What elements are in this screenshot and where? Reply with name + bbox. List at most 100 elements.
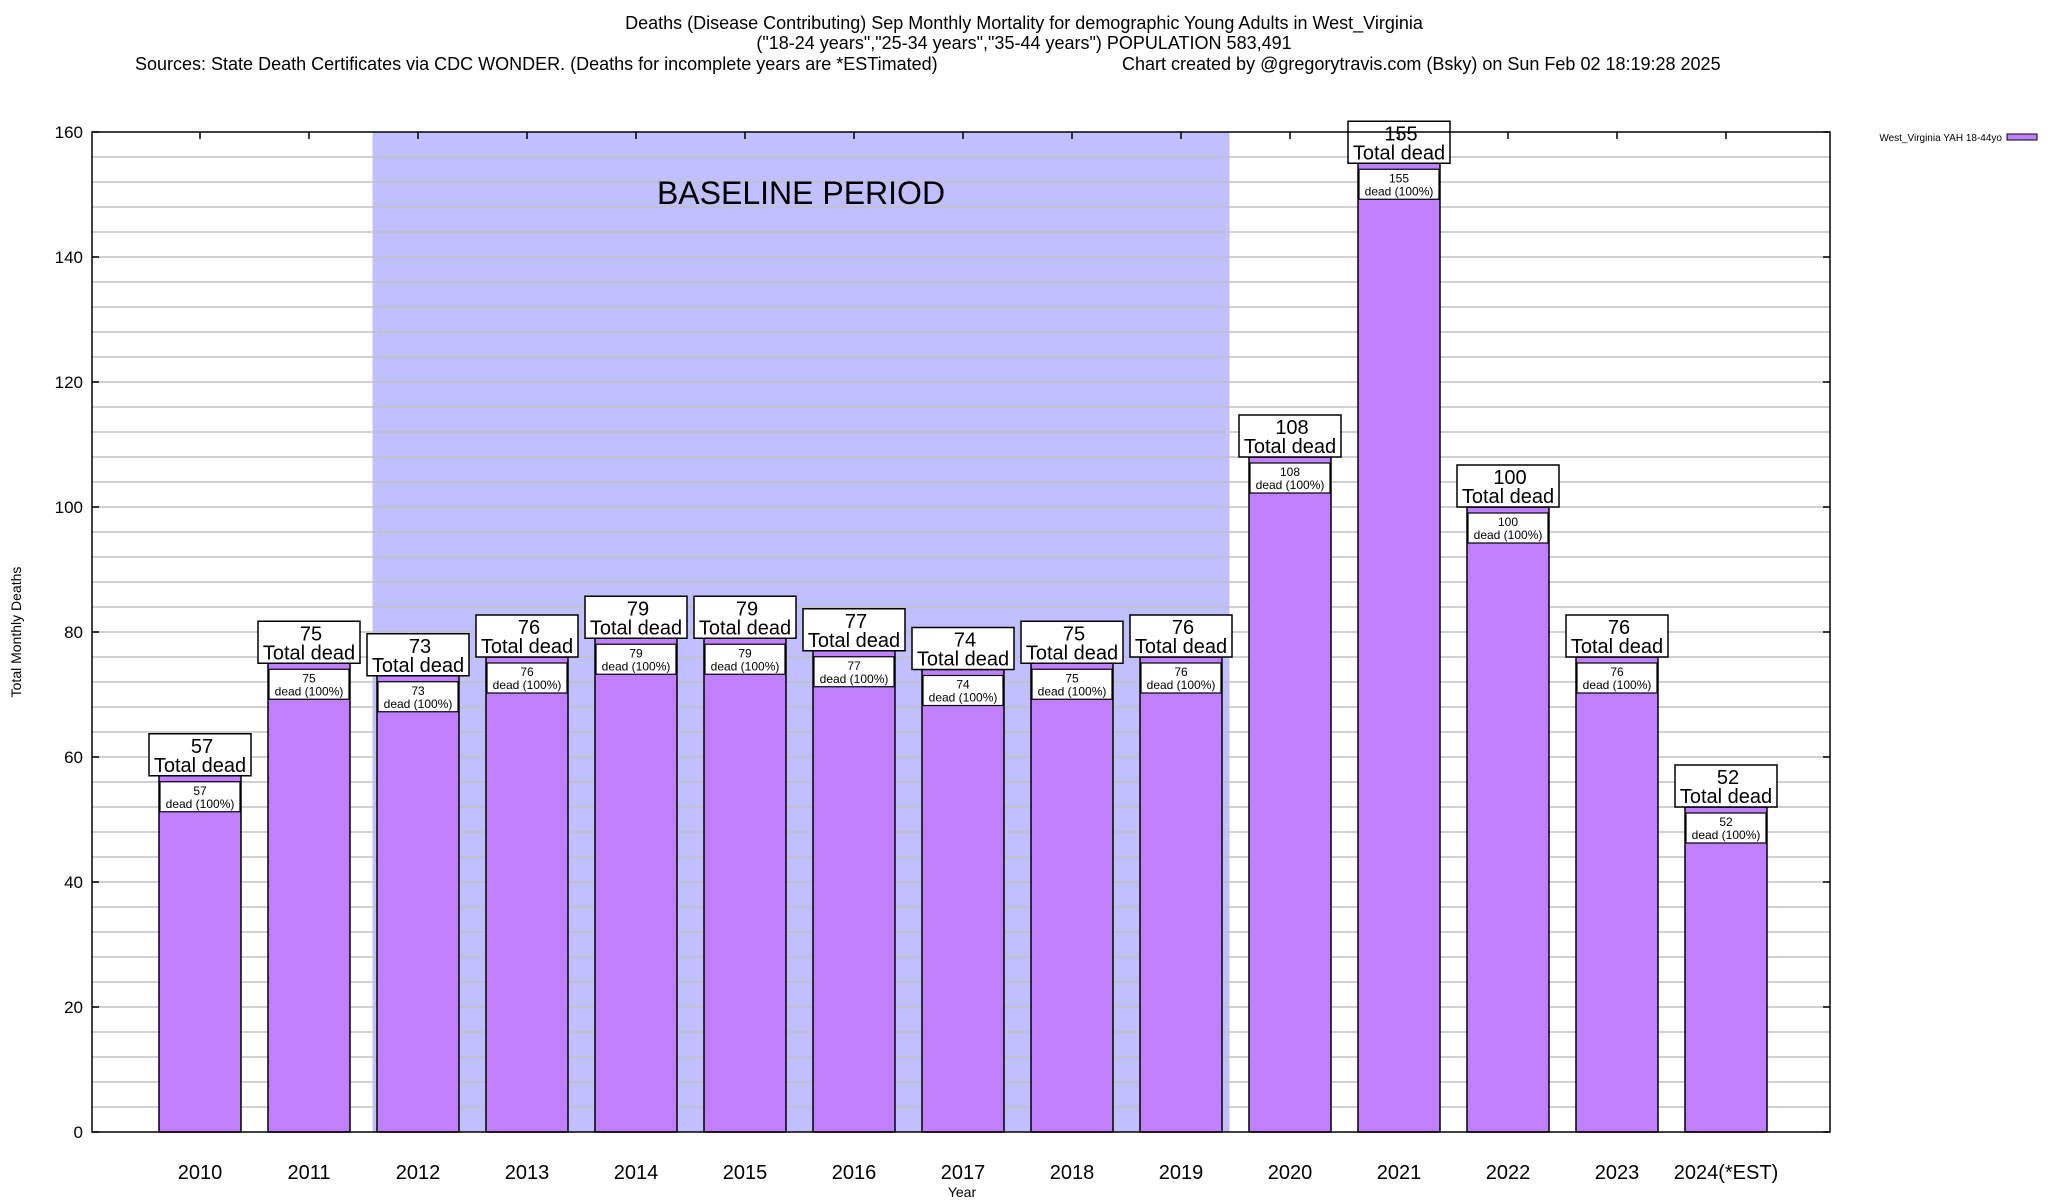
bar: [485, 656, 569, 1133]
bar-inner-label-box: [1576, 662, 1658, 694]
bar-total-value: 76: [1608, 617, 1630, 639]
bar-total-label-box: [366, 633, 470, 677]
bar-total-value: 100: [1493, 467, 1526, 489]
bar-total-label-box: [1020, 620, 1124, 664]
bar: [1684, 806, 1768, 1133]
bar: [1575, 656, 1659, 1133]
y-tick-label: 120: [55, 373, 83, 392]
bar-inner-label-box: [1685, 812, 1767, 844]
x-tick-label: 2010: [178, 1162, 223, 1184]
baseline-period-label: BASELINE PERIOD: [657, 175, 945, 211]
bar-inner-value: 76: [520, 665, 534, 679]
bar-total-value: 79: [736, 598, 758, 620]
x-tick-label: 2017: [941, 1162, 986, 1184]
x-tick-label: 2011: [287, 1162, 330, 1184]
bar-total-label: Total dead: [1680, 786, 1772, 808]
bar-inner-value: 79: [629, 646, 643, 660]
bar-total-label-box: [1129, 614, 1233, 658]
legend-label: West_Virginia YAH 18-44yo: [1879, 133, 2002, 144]
bar-inner-value: 76: [1174, 665, 1188, 679]
bar-total-label-box: [584, 595, 688, 639]
x-tick-label: 2020: [1268, 1162, 1313, 1184]
y-tick-label: 160: [55, 123, 83, 142]
plot-frame: [91, 131, 1831, 1133]
bar-inner-value: 100: [1498, 515, 1518, 529]
bar-total-label: Total dead: [372, 655, 464, 677]
x-tick-label: 2022: [1486, 1162, 1531, 1184]
bar-inner-label: dead (100%): [166, 797, 235, 811]
y-tick-label: 80: [64, 623, 83, 642]
bar-total-label: Total dead: [481, 636, 573, 658]
x-tick-label: 2018: [1050, 1162, 1095, 1184]
bar-inner-value: 75: [302, 671, 316, 685]
bar-total-label-box: [257, 620, 361, 664]
bar-inner-value: 57: [193, 784, 207, 798]
y-tick-label: 40: [64, 873, 83, 892]
bar: [703, 637, 787, 1133]
bar-inner-label: dead (100%): [493, 678, 562, 692]
bar-total-label: Total dead: [1026, 642, 1118, 664]
y-axis-label: Total Monthly Deaths: [8, 567, 24, 698]
bar-total-label: Total dead: [808, 630, 900, 652]
bar-inner-label-box: [486, 662, 568, 694]
x-tick-label: 2023: [1595, 1162, 1640, 1184]
bar-total-label-box: [911, 626, 1015, 671]
bar-total-label: Total dead: [263, 642, 355, 664]
bar-total-value: 75: [1063, 623, 1085, 645]
bar-total-value: 57: [191, 736, 213, 758]
bar-inner-label: dead (100%): [275, 684, 344, 698]
x-tick-label: 2015: [723, 1162, 768, 1184]
bar-total-label-box: [148, 733, 252, 777]
bar-inner-label-box: [595, 643, 677, 675]
bar-inner-value: 76: [1610, 665, 1624, 679]
bar-total-value: 76: [1172, 617, 1194, 639]
bar-inner-value: 74: [956, 678, 970, 692]
bar-total-value: 52: [1717, 767, 1739, 789]
bar-inner-value: 75: [1065, 671, 1079, 685]
bar-inner-label-box: [1031, 668, 1113, 700]
bar-inner-label-box: [922, 674, 1004, 707]
x-tick-label: 2014: [614, 1162, 659, 1184]
y-tick-label: 20: [64, 998, 83, 1017]
bar: [1466, 506, 1550, 1133]
bar-total-value: 74: [954, 630, 976, 652]
bar-inner-label-box: [1140, 662, 1222, 694]
bar-inner-label: dead (100%): [1038, 684, 1107, 698]
bar-inner-label: dead (100%): [1147, 678, 1216, 692]
bar-inner-label-box: [159, 781, 241, 813]
bar-total-label-box: [693, 595, 797, 639]
bar: [812, 650, 896, 1133]
bar-inner-label: dead (100%): [711, 659, 780, 673]
bar-total-label: Total dead: [1353, 142, 1445, 164]
bar-inner-label-box: [1358, 168, 1440, 200]
chart-subtitle: ("18-24 years","25-34 years","35-44 year…: [756, 33, 1292, 53]
bar-inner-value: 73: [411, 684, 425, 698]
bar-inner-label: dead (100%): [384, 697, 453, 711]
x-tick-label: 2019: [1159, 1162, 1204, 1184]
bar-inner-label: dead (100%): [1256, 478, 1325, 492]
bar-total-value: 155: [1384, 123, 1417, 145]
bar-total-label: Total dead: [1244, 436, 1336, 458]
bar-total-value: 76: [518, 617, 540, 639]
bar: [594, 637, 678, 1133]
chart-title: Deaths (Disease Contributing) Sep Monthl…: [625, 13, 1423, 33]
bar-inner-label-box: [813, 656, 895, 688]
bar: [376, 675, 460, 1133]
bar-total-label-box: [802, 608, 906, 652]
bar-total-label: Total dead: [1462, 486, 1554, 508]
x-tick-label: 2013: [505, 1162, 550, 1184]
bar-total-label-box: [1456, 464, 1560, 508]
bar-inner-label: dead (100%): [929, 691, 998, 705]
bar-total-value: 73: [409, 636, 431, 658]
chart-sources: Sources: State Death Certificates via CD…: [135, 54, 938, 74]
bar-total-label: Total dead: [154, 755, 246, 777]
x-tick-label: 2024(*EST): [1674, 1162, 1779, 1184]
bar-total-label: Total dead: [1135, 636, 1227, 658]
bar: [1248, 456, 1332, 1133]
bar-inner-label-box: [377, 681, 459, 713]
bar-total-label-box: [1565, 614, 1669, 658]
x-axis-label: Year: [948, 1184, 977, 1200]
bar-total-label: Total dead: [1571, 636, 1663, 658]
bar-total-label: Total dead: [699, 617, 791, 639]
